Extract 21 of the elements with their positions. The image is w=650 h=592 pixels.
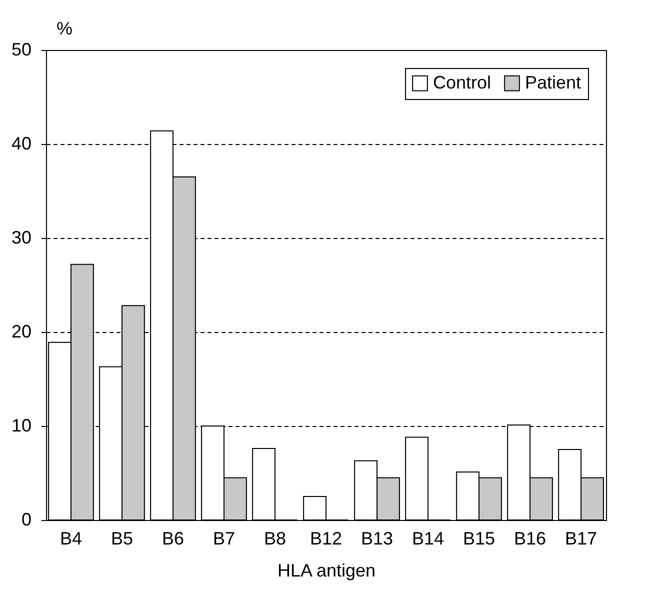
x-tick-label: B8	[264, 528, 286, 548]
y-axis-title: %	[56, 18, 73, 38]
x-tick-label: B4	[60, 528, 82, 548]
x-tick-label: B5	[110, 528, 134, 548]
x-tick-label: B12	[310, 528, 342, 548]
x-tick-label: B6	[162, 528, 184, 548]
y-tick-label: 0	[21, 510, 32, 530]
legend-label: Control	[433, 72, 492, 92]
x-tick-label: B16	[514, 528, 546, 548]
x-tick-label: B7	[212, 528, 236, 548]
x-tick-label: B15	[462, 528, 496, 548]
y-tick-label: 30	[11, 228, 32, 248]
y-tick-label: 40	[11, 134, 32, 154]
x-axis-title: HLA antigen	[277, 560, 376, 580]
legend-label: Patient	[525, 72, 582, 92]
x-tick-label: B13	[360, 528, 394, 548]
x-tick-label: B17	[564, 528, 598, 548]
x-tick-label: B14	[412, 528, 444, 548]
y-tick-label: 20	[11, 322, 32, 342]
y-tick-label: 50	[11, 40, 32, 60]
y-tick-label: 10	[11, 416, 32, 436]
